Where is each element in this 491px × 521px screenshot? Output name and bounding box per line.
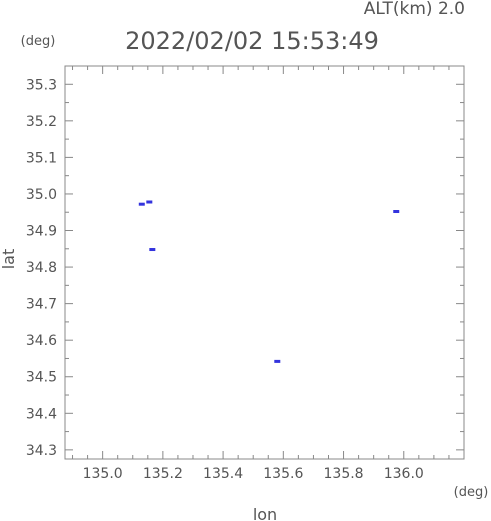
y-tick-label: 34.3 [26,443,57,459]
plot-frame [64,65,465,460]
x-axis-label: lon [253,505,277,521]
x-tick-label: 136.0 [384,466,424,482]
chart-title: 2022/02/02 15:53:49 [125,27,379,55]
y-tick-label: 34.7 [26,297,57,313]
y-axis: 34.3 34.4 34.5 34.6 34.7 34.8 34.9 35.0 35.1 35.2… [26,65,464,459]
x-tick-label: 135.0 [83,466,123,482]
y-tick-label: 35.0 [26,187,57,203]
y-tick-label: 34.5 [26,370,57,386]
data-point [274,359,281,363]
y-tick-label: 35.1 [26,150,57,166]
y-tick-label: 34.9 [26,224,57,240]
data-point [146,200,153,204]
data-points [138,200,400,363]
x-axis: 135.0 135.2 135.4 135.6 135.8 136.0 [72,66,465,482]
y-tick-label: 34.8 [26,260,57,276]
y-tick-label: 34.6 [26,333,57,349]
x-tick-label: 135.2 [143,466,183,482]
altitude-label: ALT(km) 2.0 [364,0,465,19]
y-tick-label: 35.3 [26,77,57,93]
x-tick-label: 135.4 [203,466,243,482]
data-point [393,210,400,214]
x-tick-label: 135.8 [324,466,364,482]
y-tick-label: 34.4 [26,406,57,422]
x-tick-label: 135.6 [263,466,303,482]
y-tick-label: 35.2 [26,114,57,130]
x-unit-label: (deg) [454,485,489,500]
y-unit-label: (deg) [21,34,56,49]
data-point [138,202,145,206]
y-axis-label: lat [0,249,18,270]
data-point [149,248,156,252]
